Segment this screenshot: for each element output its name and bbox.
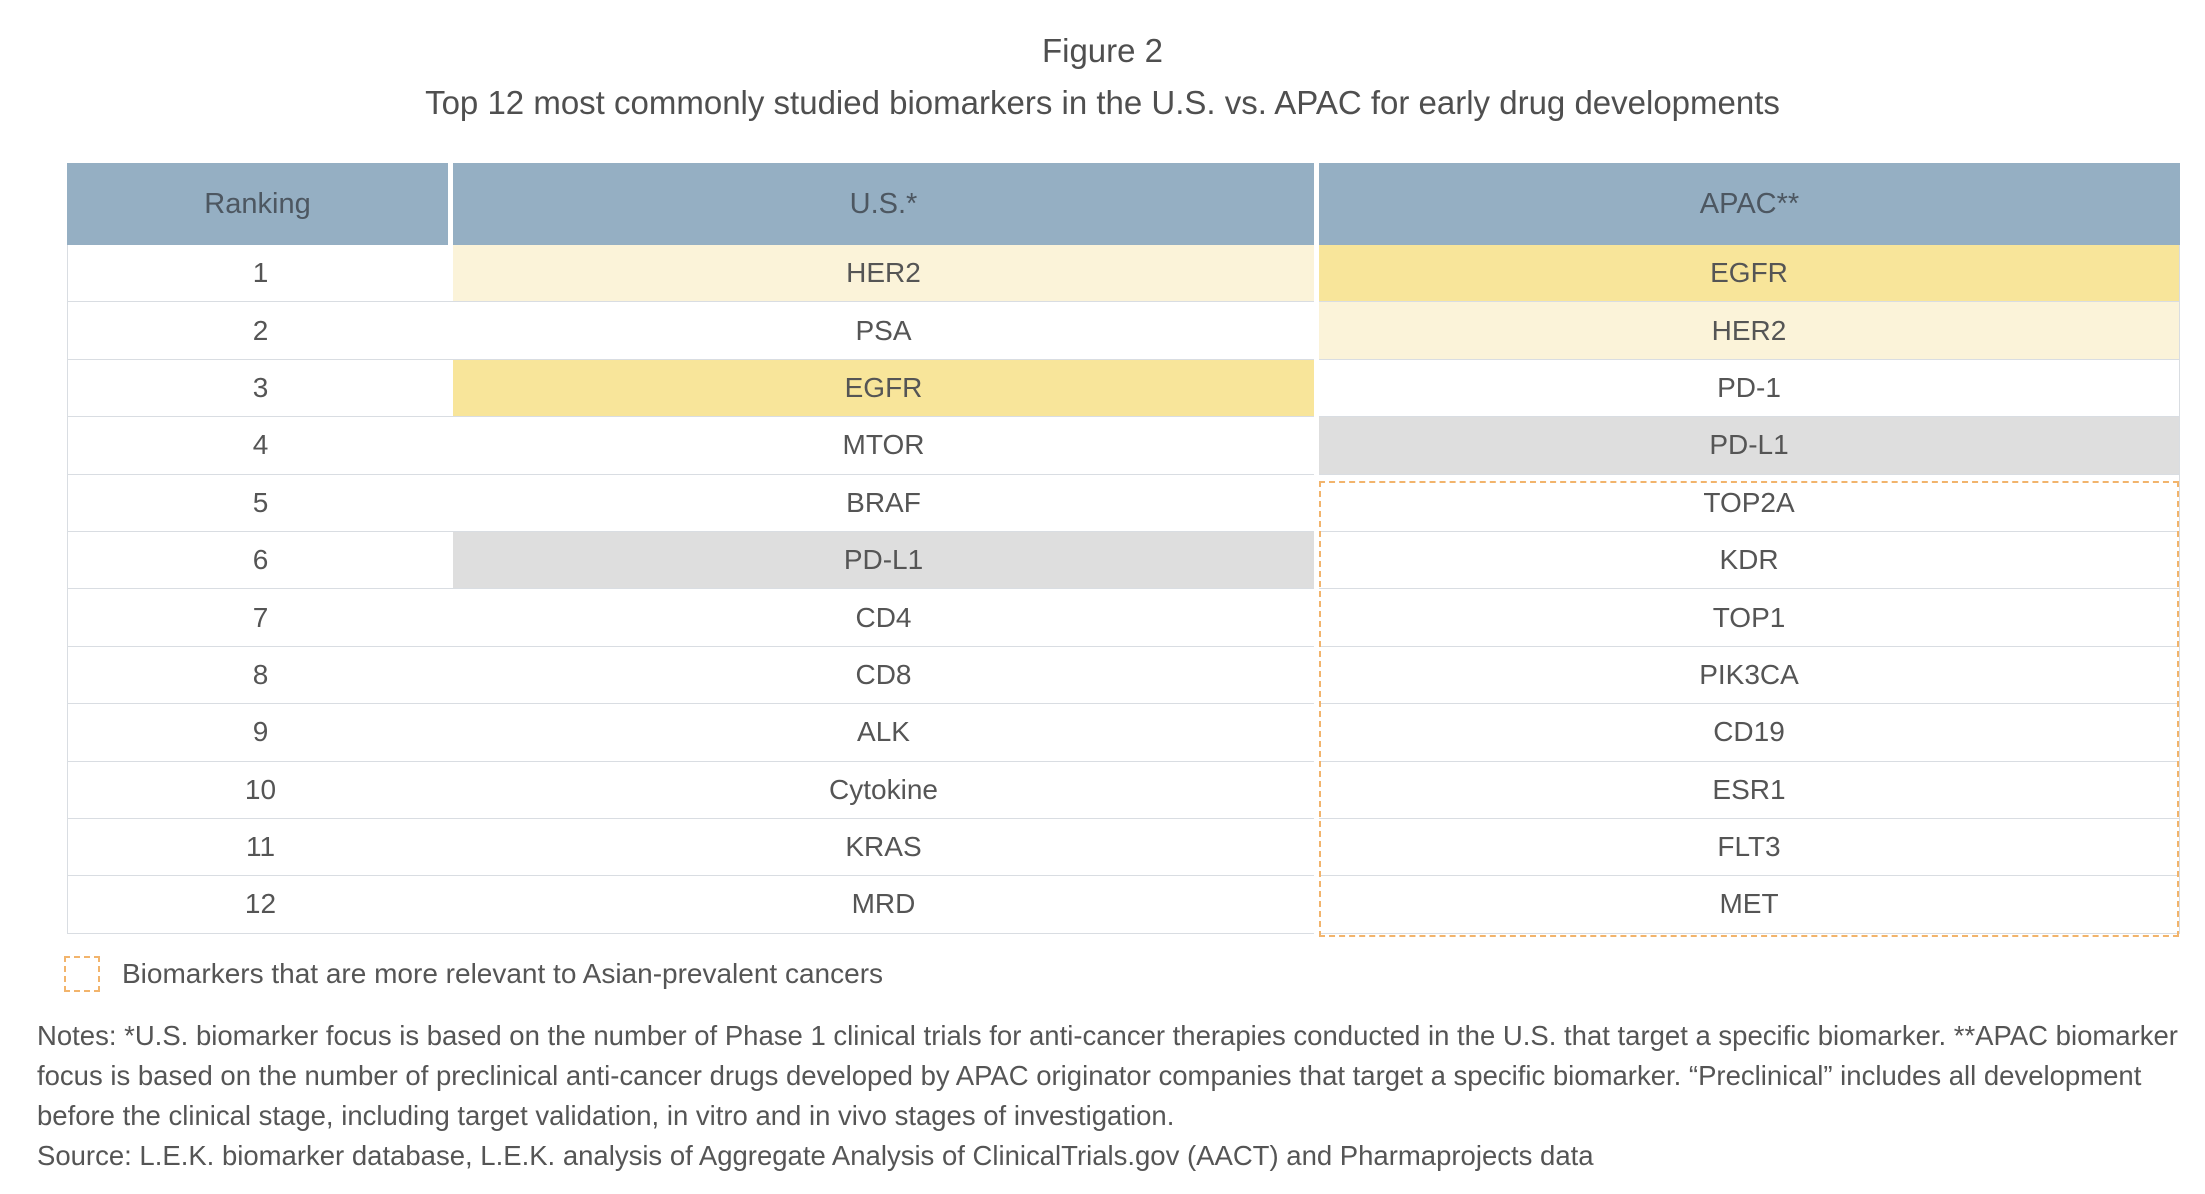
us-biomarker-cell: KRAS xyxy=(453,819,1314,877)
legend-dashed-swatch xyxy=(64,956,100,992)
apac-biomarker-cell: ESR1 xyxy=(1319,761,2180,819)
apac-biomarker-cell: FLT3 xyxy=(1319,818,2180,877)
apac-biomarker-cell: PD-1 xyxy=(1319,359,2180,418)
header-ranking: Ranking xyxy=(67,163,448,245)
us-biomarker-cell: Cytokine xyxy=(453,762,1314,819)
rank-cell: 10 xyxy=(67,761,453,819)
chart-title: Top 12 most commonly studied biomarkers … xyxy=(425,84,1780,121)
header-us: U.S.* xyxy=(453,163,1314,245)
apac-biomarker-cell: KDR xyxy=(1319,531,2180,590)
notes-block: Notes: *U.S. biomarker focus is based on… xyxy=(37,1016,2187,1176)
rank-cell: 5 xyxy=(67,474,453,532)
us-biomarker-cell: MRD xyxy=(453,876,1314,934)
us-biomarker-cell: MTOR xyxy=(453,417,1314,475)
rank-cell: 1 xyxy=(67,245,453,303)
notes-text: Notes: *U.S. biomarker focus is based on… xyxy=(37,1020,2178,1131)
rank-cell: 12 xyxy=(67,876,453,934)
apac-biomarker-cell: HER2 xyxy=(1319,302,2180,360)
source-text: Source: L.E.K. biomarker database, L.E.K… xyxy=(37,1140,1594,1171)
us-biomarker-cell: EGFR xyxy=(453,359,1314,418)
rank-cell: 2 xyxy=(67,302,453,360)
us-biomarker-cell: CD4 xyxy=(453,589,1314,647)
rank-cell: 9 xyxy=(67,704,453,762)
apac-biomarker-cell: CD19 xyxy=(1319,704,2180,762)
rank-cell: 8 xyxy=(67,646,453,705)
us-biomarker-cell: ALK xyxy=(453,704,1314,762)
rank-cell: 6 xyxy=(67,531,453,590)
us-biomarker-cell: HER2 xyxy=(453,245,1314,303)
apac-biomarker-cell: MET xyxy=(1319,876,2180,934)
apac-biomarker-cell: TOP1 xyxy=(1319,589,2180,647)
legend: Biomarkers that are more relevant to Asi… xyxy=(64,956,883,992)
rank-cell: 11 xyxy=(67,818,453,877)
us-biomarker-cell: CD8 xyxy=(453,647,1314,705)
apac-biomarker-cell: TOP2A xyxy=(1319,474,2180,532)
us-biomarker-cell: PSA xyxy=(453,302,1314,360)
apac-biomarker-cell: EGFR xyxy=(1319,245,2180,303)
header-apac: APAC** xyxy=(1319,163,2180,245)
figure-label: Figure 2 xyxy=(1041,32,1164,69)
us-biomarker-cell: BRAF xyxy=(453,475,1314,532)
rank-cell: 4 xyxy=(67,417,453,475)
apac-biomarker-cell: PD-L1 xyxy=(1319,417,2180,475)
legend-text: Biomarkers that are more relevant to Asi… xyxy=(122,958,884,989)
rank-cell: 7 xyxy=(67,589,453,647)
us-biomarker-cell: PD-L1 xyxy=(453,531,1314,590)
apac-biomarker-cell: PIK3CA xyxy=(1319,646,2180,705)
rank-cell: 3 xyxy=(67,359,453,418)
biomarker-table: Ranking U.S.* APAC** 1 HER2 EGFR 2 PSA HER2 3 E… xyxy=(67,163,2180,934)
